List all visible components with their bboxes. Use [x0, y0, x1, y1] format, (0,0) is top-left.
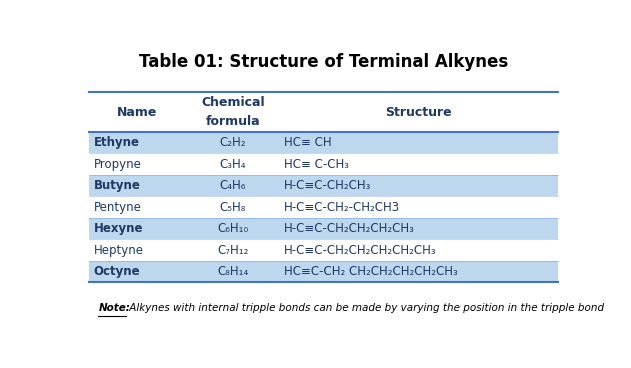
Text: Note:: Note: [98, 303, 131, 313]
Text: Octyne: Octyne [93, 265, 140, 278]
Text: H-C≡C-CH₂CH₃: H-C≡C-CH₂CH₃ [284, 179, 372, 192]
Text: Alkynes with internal tripple bonds can be made by varying the position in the t: Alkynes with internal tripple bonds can … [126, 303, 604, 313]
Text: H-C≡C-CH₂CH₂CH₂CH₃: H-C≡C-CH₂CH₂CH₂CH₃ [284, 222, 415, 235]
FancyBboxPatch shape [88, 261, 558, 282]
Text: HC≡ C-CH₃: HC≡ C-CH₃ [284, 158, 350, 171]
Text: Propyne: Propyne [93, 158, 141, 171]
Text: Chemical
formula: Chemical formula [201, 96, 265, 128]
FancyBboxPatch shape [88, 175, 558, 197]
Text: H-C≡C-CH₂-CH₂CH3: H-C≡C-CH₂-CH₂CH3 [284, 201, 401, 213]
Text: Heptyne: Heptyne [93, 244, 143, 256]
Text: HC≡C-CH₂ CH₂CH₂CH₂CH₂CH₃: HC≡C-CH₂ CH₂CH₂CH₂CH₂CH₃ [284, 265, 458, 278]
Text: C₈H₁₄: C₈H₁₄ [217, 265, 249, 278]
Text: Ethyne: Ethyne [93, 136, 139, 149]
Text: C₃H₄: C₃H₄ [220, 158, 246, 171]
Text: Hexyne: Hexyne [93, 222, 143, 235]
Text: Table 01: Structure of Terminal Alkynes: Table 01: Structure of Terminal Alkynes [139, 53, 508, 71]
Text: C₇H₁₂: C₇H₁₂ [217, 244, 249, 256]
Text: C₂H₂: C₂H₂ [220, 136, 246, 149]
FancyBboxPatch shape [88, 218, 558, 239]
Text: C₄H₆: C₄H₆ [220, 179, 246, 192]
Text: C₅H₈: C₅H₈ [220, 201, 246, 213]
Text: Name: Name [117, 106, 158, 118]
Text: H-C≡C-CH₂CH₂CH₂CH₂CH₃: H-C≡C-CH₂CH₂CH₂CH₂CH₃ [284, 244, 437, 256]
Text: C₆H₁₀: C₆H₁₀ [217, 222, 249, 235]
Text: Pentyne: Pentyne [93, 201, 141, 213]
Text: Butyne: Butyne [93, 179, 141, 192]
FancyBboxPatch shape [88, 197, 558, 218]
FancyBboxPatch shape [88, 239, 558, 261]
Text: HC≡ CH: HC≡ CH [284, 136, 332, 149]
FancyBboxPatch shape [88, 153, 558, 175]
FancyBboxPatch shape [88, 132, 558, 153]
Text: Structure: Structure [386, 106, 452, 118]
